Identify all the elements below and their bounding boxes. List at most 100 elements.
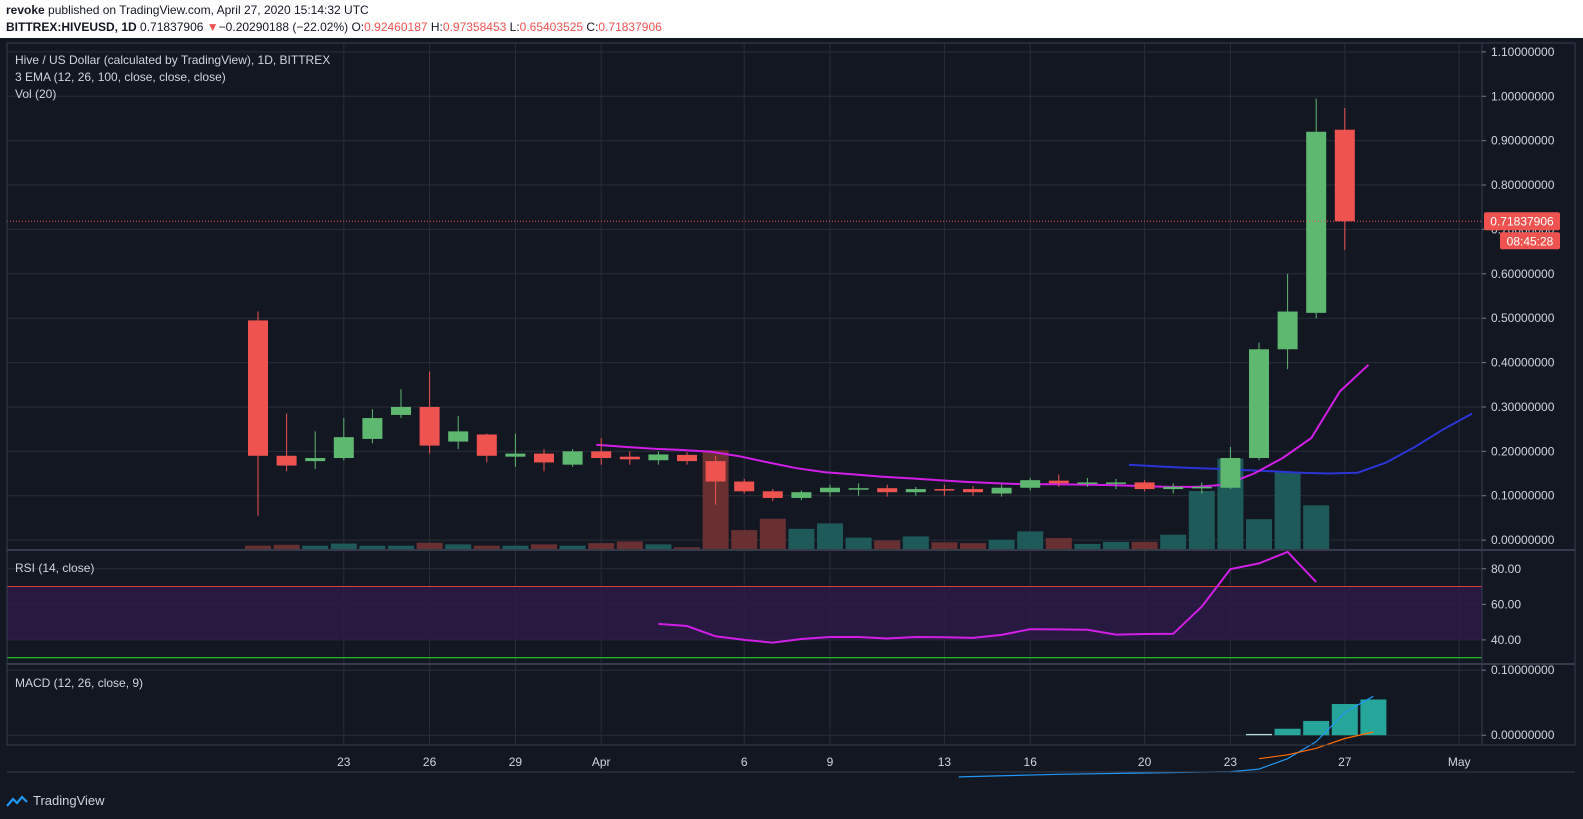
macd-tick-label: 0.00000000	[1491, 728, 1555, 742]
volume-bar	[416, 542, 443, 549]
publish-line: revoke published on TradingView.com, Apr…	[6, 3, 369, 17]
date-tick-label: 29	[509, 755, 523, 769]
low-value: 0.65403525	[519, 20, 584, 34]
high-value: 0.97358453	[442, 20, 507, 34]
candle-body[interactable]	[762, 491, 783, 498]
candle-body[interactable]	[848, 488, 869, 490]
candle-body[interactable]	[905, 489, 926, 493]
volume-bar	[588, 543, 615, 549]
candle-body[interactable]	[1220, 458, 1241, 488]
candle-body[interactable]	[362, 418, 383, 439]
volume-bar	[1131, 541, 1158, 549]
candle-body[interactable]	[734, 481, 755, 492]
candle-body[interactable]	[648, 454, 669, 461]
macd-line	[958, 695, 1374, 778]
rsi-tick-label: 60.00	[1491, 597, 1521, 611]
volume-bar	[1246, 519, 1272, 549]
candle-body[interactable]	[1163, 486, 1184, 490]
volume-bar	[759, 518, 786, 549]
candle-body[interactable]	[934, 489, 955, 491]
rsi-legend: RSI (14, close)	[15, 561, 94, 575]
date-tick-label: 23	[1224, 755, 1238, 769]
volume-bar	[245, 545, 271, 549]
candle-body[interactable]	[1077, 482, 1098, 484]
volume-bar	[473, 545, 500, 549]
candle-body[interactable]	[562, 451, 583, 465]
date-tick-label: 16	[1024, 755, 1038, 769]
price-tick-label: 0.10000000	[1491, 489, 1555, 503]
candle-body[interactable]	[391, 406, 411, 415]
rsi-tick-label: 80.00	[1491, 562, 1521, 576]
price-tick-label: 0.40000000	[1491, 356, 1555, 370]
volume-bar	[388, 545, 414, 549]
countdown-badge	[1500, 232, 1560, 250]
candle-body[interactable]	[448, 431, 469, 442]
tradingview-logo-icon	[6, 794, 28, 807]
candle-body[interactable]	[419, 406, 440, 446]
macd-histogram-bar	[1360, 699, 1387, 736]
rsi-band	[7, 586, 1482, 640]
price-tick-label: 0.60000000	[1491, 267, 1555, 281]
volume-bar	[674, 547, 700, 549]
candle-body[interactable]	[276, 455, 297, 466]
candle-body[interactable]	[1249, 349, 1269, 459]
down-arrow-icon: ▼	[206, 20, 219, 34]
bar-countdown: 08:45:28	[1507, 234, 1554, 248]
volume-bar	[645, 544, 672, 549]
candle-body[interactable]	[705, 461, 726, 482]
author-name[interactable]: revoke	[6, 3, 45, 17]
close-value: 0.71837906	[598, 20, 662, 34]
price-tick-label: 0.00000000	[1491, 533, 1555, 547]
candle-body[interactable]	[619, 456, 640, 460]
volume-bar	[874, 540, 901, 549]
candle-body[interactable]	[1306, 131, 1327, 313]
macd-histogram-bar	[1274, 728, 1301, 736]
candle-body[interactable]	[505, 453, 526, 457]
candle-body[interactable]	[1191, 486, 1212, 489]
volume-bar	[931, 542, 958, 549]
volume-bar	[902, 536, 929, 549]
candle-body[interactable]	[1020, 480, 1041, 488]
ema-legend: 3 EMA (12, 26, 100, close, close, close)	[15, 70, 226, 84]
price-tick-label: 1.10000000	[1491, 45, 1555, 59]
volume-bar	[359, 545, 386, 549]
candle-body[interactable]	[534, 453, 554, 463]
date-tick-label: Apr	[592, 755, 611, 769]
candle-body[interactable]	[791, 492, 812, 498]
change-value: −0.20290188 (−22.02%)	[218, 20, 349, 34]
candle-body[interactable]	[1334, 129, 1355, 222]
low-label: L:	[509, 20, 520, 34]
signal-line	[1258, 731, 1374, 760]
last-price-value: 0.71837906	[1490, 214, 1554, 228]
candle-body[interactable]	[877, 488, 898, 493]
volume-bar	[330, 543, 357, 549]
volume-bar	[1303, 505, 1330, 549]
candle-body[interactable]	[248, 320, 268, 456]
candle-body[interactable]	[591, 451, 612, 459]
candle-body[interactable]	[476, 434, 497, 456]
candle-body[interactable]	[820, 487, 840, 493]
last-price-badge	[1484, 212, 1560, 231]
macd-legend: MACD (12, 26, close, 9)	[15, 676, 143, 690]
candle-body[interactable]	[677, 454, 697, 462]
candle-body[interactable]	[333, 437, 354, 459]
volume-bar	[559, 545, 586, 549]
macd-histogram-bar	[1246, 733, 1272, 736]
volume-bar	[445, 544, 472, 549]
candle-body[interactable]	[1106, 482, 1126, 484]
symbol-name: BITTREX:HIVEUSD, 1D	[6, 20, 137, 34]
candle-body[interactable]	[1134, 482, 1155, 490]
candle-body[interactable]	[1048, 480, 1069, 484]
date-tick-label: 26	[423, 755, 437, 769]
volume-bar	[988, 539, 1015, 549]
candle-body[interactable]	[963, 489, 983, 493]
candle-body[interactable]	[1277, 311, 1298, 350]
footer[interactable]: TradingView	[6, 793, 105, 808]
candle-body[interactable]	[991, 487, 1012, 494]
price-tick-label: 1.00000000	[1491, 89, 1555, 103]
volume-bar	[531, 544, 557, 549]
price-tick-label: 0.50000000	[1491, 311, 1555, 325]
date-tick-label: 23	[337, 755, 351, 769]
candle-body[interactable]	[305, 458, 326, 462]
